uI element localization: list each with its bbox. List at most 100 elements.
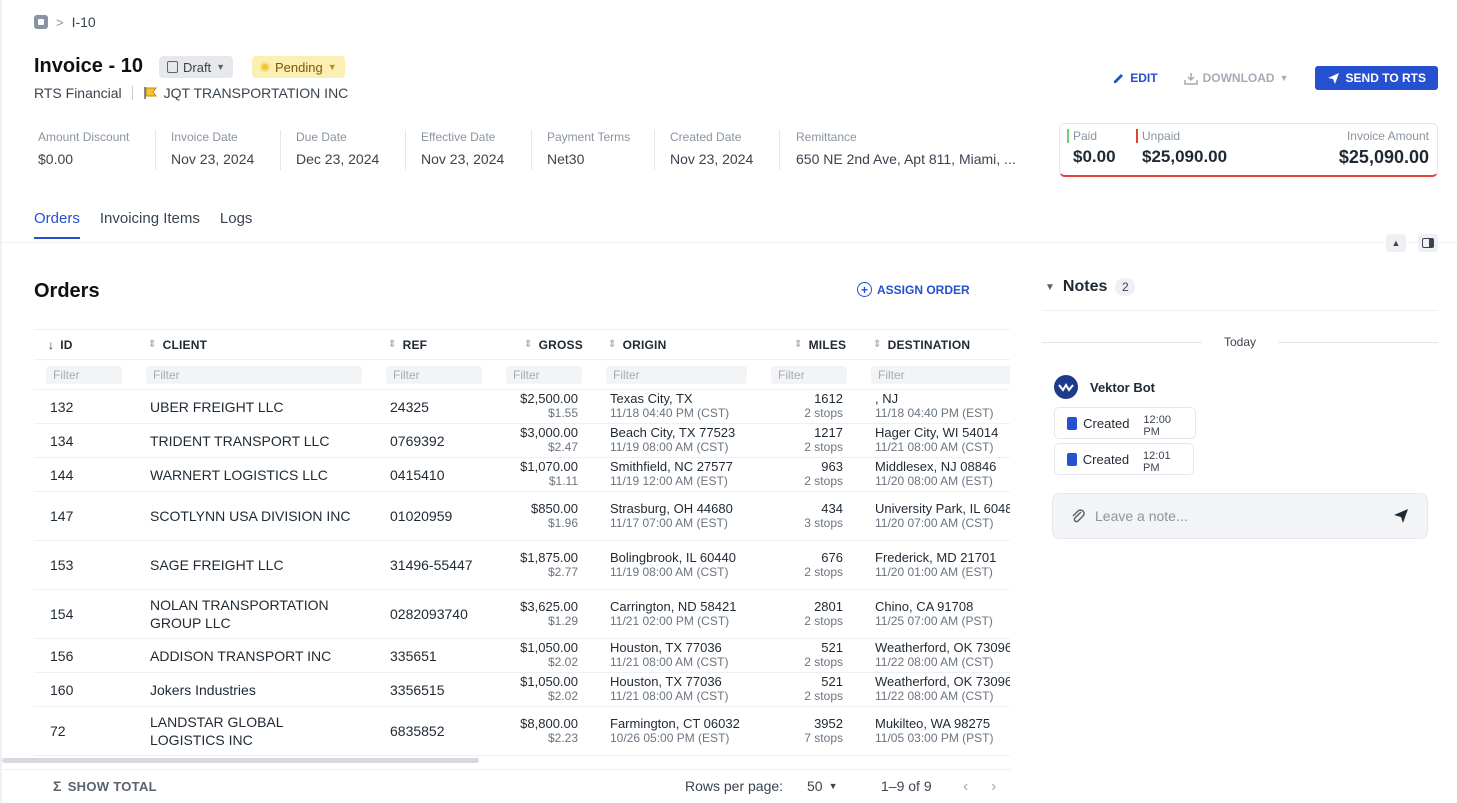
stops: 7 stops <box>804 730 843 745</box>
unpaid-amount: $25,090.00 <box>1142 147 1228 166</box>
divider <box>1042 341 1202 343</box>
column-header-miles[interactable]: ⇕ MILES <box>794 330 846 359</box>
download-button[interactable]: DOWNLOAD ▼ <box>1183 71 1289 85</box>
order-id[interactable]: 156 <box>50 647 74 664</box>
order-id[interactable]: 144 <box>50 466 74 483</box>
table-row[interactable]: 134 TRIDENT TRANSPORT LLC 0769392 $3,000.00… <box>34 424 1010 458</box>
column-label: REF <box>402 337 428 352</box>
table-row[interactable]: 147 SCOTLYNN USA DIVISION INC 01020959 $850… <box>34 492 1010 541</box>
table-row[interactable]: 144 WARNERT LOGISTICS LLC 0415410 $1,070.00… <box>34 458 1010 492</box>
order-ref: 24325 <box>390 398 429 415</box>
filter-miles-input[interactable]: Filter <box>771 365 847 384</box>
carrier-flag-icon <box>143 87 157 99</box>
column-label: MILES <box>808 337 847 352</box>
info-value: 650 NE 2nd Ave, Apt 811, Miami, ... <box>796 151 1016 167</box>
order-id[interactable]: 160 <box>50 681 74 698</box>
bot-avatar <box>1054 375 1078 399</box>
carrier-name[interactable]: JQT TRANSPORTATION INC <box>163 85 349 101</box>
filter-ref-input[interactable]: Filter <box>386 365 482 384</box>
tab-orders[interactable]: Orders <box>34 210 80 239</box>
notes-header[interactable]: ▼ Notes 2 <box>1045 278 1136 296</box>
next-page-icon[interactable]: › <box>991 778 997 795</box>
filter-gross-input[interactable]: Filter <box>506 365 582 384</box>
table-row[interactable]: 132 UBER FREIGHT LLC 24325 $2,500.00 $1.55 Te… <box>34 390 1010 424</box>
note-input[interactable]: Leave a note... <box>1052 493 1428 539</box>
tab-logs[interactable]: Logs <box>219 210 253 227</box>
origin-time: 11/17 07:00 AM (EST) <box>610 515 728 530</box>
invoice-home-icon[interactable] <box>34 15 48 29</box>
destination-location: Chino, CA 91708 <box>875 598 974 614</box>
paid-amount: $0.00 <box>1073 147 1116 166</box>
notes-count-badge: 2 <box>1115 278 1136 296</box>
column-header-client[interactable]: ⇕ CLIENT <box>148 330 207 359</box>
paperclip-icon[interactable] <box>1071 508 1085 524</box>
info-value: Nov 23, 2024 <box>421 151 505 167</box>
edit-button[interactable]: EDIT <box>1112 71 1158 85</box>
client-name: Jokers Industries <box>150 681 256 698</box>
table-row[interactable]: 153 SAGE FREIGHT LLC 31496-55447 $1,875.00 $… <box>34 541 1010 590</box>
column-header-ref[interactable]: ⇕ REF <box>388 330 427 359</box>
table-row[interactable]: 154 NOLAN TRANSPORTATION GROUP LLC 0282093… <box>34 590 1010 639</box>
assign-order-button[interactable]: + ASSIGN ORDER <box>857 282 970 297</box>
rows-per-page-select[interactable]: 50 ▼ <box>807 778 838 794</box>
destination-location: Middlesex, NJ 08846 <box>875 459 997 474</box>
status-dropdown[interactable]: Draft ▼ <box>159 56 234 78</box>
info-label: Due Date <box>296 130 347 144</box>
order-id[interactable]: 154 <box>50 606 74 622</box>
origin-time: 11/21 08:00 AM (CST) <box>610 655 729 669</box>
send-icon[interactable] <box>1393 508 1409 524</box>
divider <box>779 130 780 170</box>
order-id[interactable]: 147 <box>50 508 74 524</box>
destination-location: Weatherford, OK 73096 <box>875 674 1010 689</box>
origin-location: Carrington, ND 58421 <box>610 598 737 614</box>
column-header-id[interactable]: ↓ ID <box>48 330 73 359</box>
invoice-amount: $25,090.00 <box>1338 147 1429 167</box>
info-value: $0.00 <box>38 151 74 167</box>
sort-icon: ⇕ <box>148 339 157 350</box>
destination-location: Mukilteo, WA 98275 <box>875 715 991 731</box>
gross-amount: $2,500.00 <box>520 391 578 406</box>
tab-invoicing-items[interactable]: Invoicing Items <box>99 210 200 227</box>
rate-per-mile: $2.47 <box>547 440 578 454</box>
destination-time: 11/21 08:00 AM (CST) <box>875 440 994 454</box>
horizontal-scrollbar[interactable] <box>2 758 479 763</box>
filter-id-input[interactable]: Filter <box>46 365 122 384</box>
note-event: Created 12:01 PM <box>1054 443 1194 475</box>
info-remittance[interactable]: Remittance 650 NE 2nd Ave, Apt 811, Miam… <box>796 130 1016 172</box>
order-id[interactable]: 134 <box>50 432 74 449</box>
destination-time: 11/22 08:00 AM (CST) <box>875 655 994 669</box>
show-total-button[interactable]: Σ SHOW TOTAL <box>53 778 157 794</box>
table-row[interactable]: 72 LANDSTAR GLOBAL LOGISTICS INC 6835852 $8… <box>34 707 1010 756</box>
rate-per-mile: $1.55 <box>547 406 578 420</box>
send-to-rts-button[interactable]: SEND TO RTS <box>1314 66 1438 90</box>
destination-time: 11/20 01:00 AM (EST) <box>875 564 993 579</box>
panel-toggle-icon[interactable] <box>1418 234 1438 252</box>
sort-icon: ⇕ <box>524 339 533 350</box>
filter-client-input[interactable]: Filter <box>146 365 362 384</box>
order-id[interactable]: 72 <box>50 723 66 739</box>
factor-name[interactable]: RTS Financial <box>34 85 122 101</box>
origin-location: Bolingbrook, IL 60440 <box>610 549 737 565</box>
column-header-origin[interactable]: ⇕ ORIGIN <box>608 330 666 359</box>
note-placeholder: Leave a note... <box>1095 508 1188 524</box>
info-value: Nov 23, 2024 <box>171 151 255 167</box>
table-row[interactable]: 160 Jokers Industries 3356515 $1,050.00 $2.0… <box>34 673 1010 707</box>
filter-origin-input[interactable]: Filter <box>606 365 747 384</box>
order-id[interactable]: 132 <box>50 398 74 415</box>
filter-destination-input[interactable]: Filter <box>871 365 1010 384</box>
origin-location: Texas City, TX <box>610 391 693 406</box>
info-label: Invoice Date <box>171 130 238 144</box>
client-name: WARNERT LOGISTICS LLC <box>150 466 328 483</box>
info-value: Nov 23, 2024 <box>670 151 754 167</box>
orders-table: ↓ ID ⇕ CLIENT ⇕ REF ⇕ GROSS ⇕ ORIGIN ⇕ MILES ⇕… <box>34 329 1010 759</box>
download-label: DOWNLOAD <box>1202 71 1275 85</box>
event-time: 12:00 PM <box>1143 414 1171 438</box>
order-id[interactable]: 153 <box>50 557 74 573</box>
approval-dropdown[interactable]: Pending ▼ <box>252 56 345 78</box>
column-header-destination[interactable]: ⇕ DESTINATION <box>873 330 970 359</box>
prev-page-icon[interactable]: ‹ <box>963 778 969 795</box>
table-row[interactable]: 156 ADDISON TRANSPORT INC 335651 $1,050.00 $… <box>34 639 1010 673</box>
breadcrumb-current: I-10 <box>71 14 96 30</box>
column-header-gross[interactable]: ⇕ GROSS <box>524 330 583 359</box>
collapse-up-icon[interactable]: ▲ <box>1386 234 1406 252</box>
